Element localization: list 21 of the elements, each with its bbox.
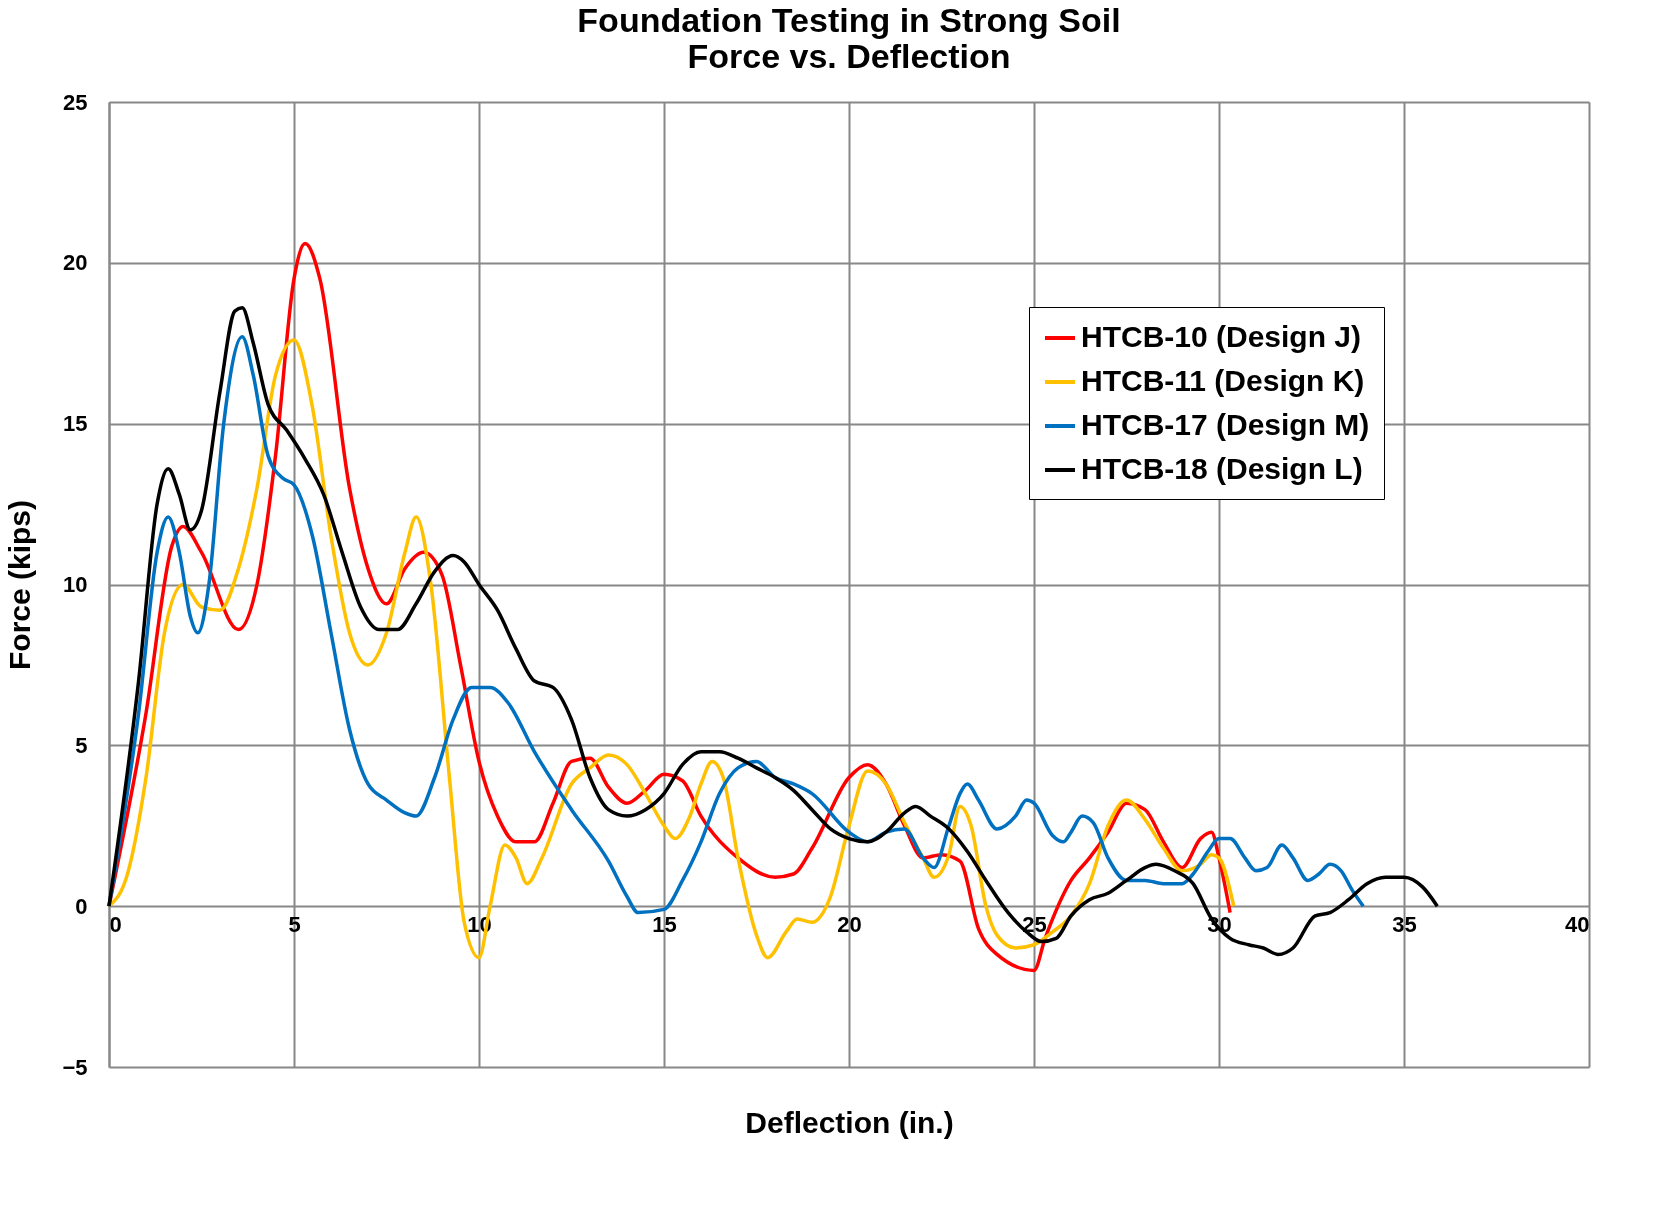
chart-title: Foundation Testing in Strong Soil Force vs. Deflection [577, 1, 1121, 75]
y-tick-label: 20 [63, 250, 88, 276]
y-tick-label: 15 [63, 411, 88, 437]
legend-label: HTCB-10 (Design J) [1081, 320, 1362, 353]
y-tick-label: 0 [75, 893, 88, 919]
x-tick-label: 15 [652, 911, 677, 937]
y-tick-label: 5 [75, 732, 88, 758]
x-tick-label: 0 [109, 911, 122, 937]
x-tick-label: 35 [1392, 911, 1417, 937]
legend-label: HTCB-18 (Design L) [1081, 452, 1363, 485]
line-series [107, 306, 1440, 957]
x-axis-title: Deflection (in.) [745, 1105, 954, 1139]
y-tick-label: 25 [63, 89, 88, 115]
x-tick-label: 20 [837, 911, 862, 937]
x-tick-label: 5 [288, 911, 301, 937]
x-tick-label: 40 [1565, 911, 1590, 937]
y-axis-title: Force (kips) [3, 499, 37, 671]
y-tick-label: 10 [63, 572, 88, 597]
legend-label: HTCB-11 (Design K) [1081, 364, 1365, 397]
legend-label: HTCB-17 (Design M) [1081, 408, 1370, 441]
y-tick-label: −5 [62, 1054, 88, 1080]
